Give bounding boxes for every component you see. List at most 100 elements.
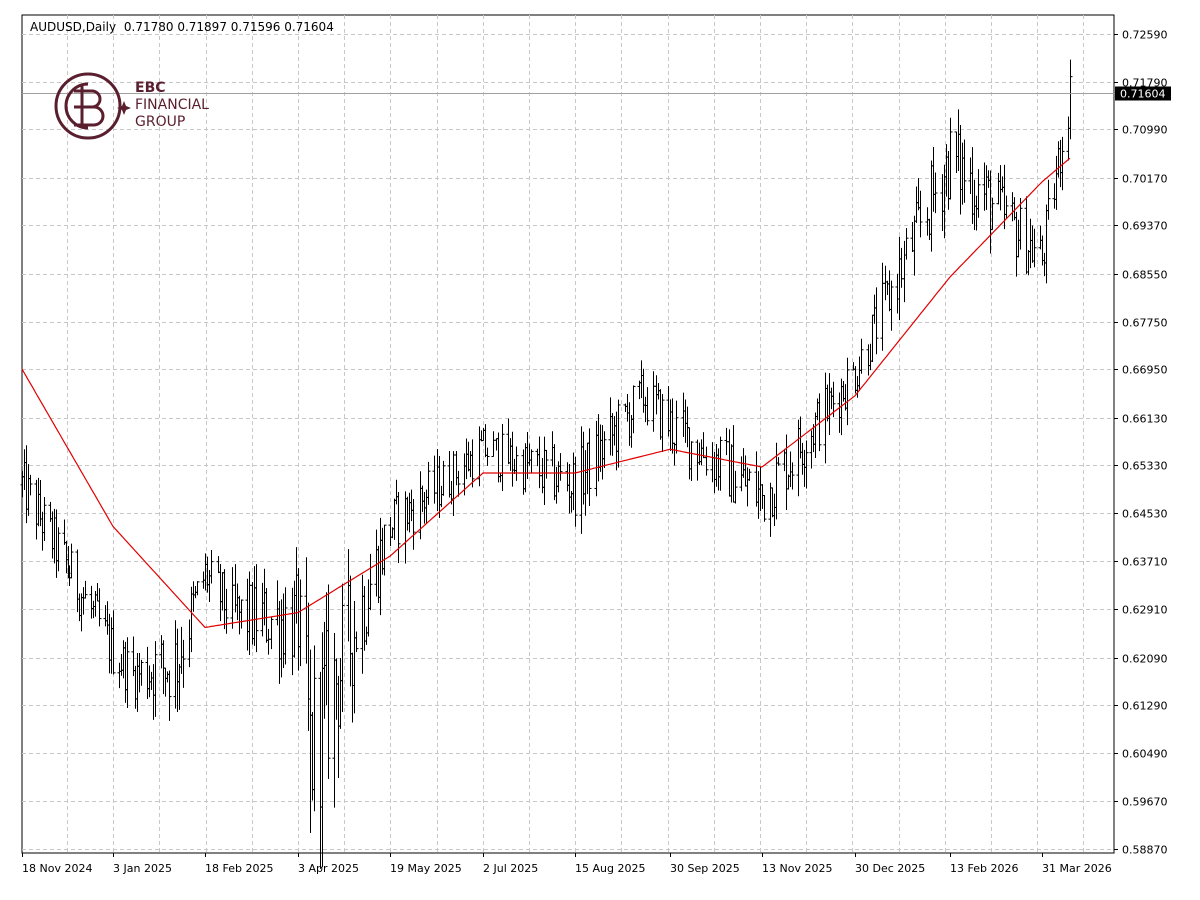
ohlc-bar xyxy=(587,428,592,507)
ohlc-bar xyxy=(28,474,33,496)
y-tick-label: 0.60490 xyxy=(1122,748,1168,761)
y-tick-label: 0.69370 xyxy=(1122,220,1168,233)
ohlc-bar xyxy=(674,400,679,454)
ohlc-bar xyxy=(224,588,229,634)
y-tick-label: 0.61290 xyxy=(1122,700,1168,713)
ohlc-bar xyxy=(645,387,650,426)
ohlc-values: 0.71780 0.71897 0.71596 0.71604 xyxy=(123,20,334,34)
ohlc-bar xyxy=(368,553,373,611)
x-tick-label: 2 Jul 2025 xyxy=(483,862,538,875)
y-tick-label: 0.58870 xyxy=(1122,844,1168,857)
y-tick-label: 0.63710 xyxy=(1122,556,1168,569)
ohlc-bar xyxy=(817,393,822,452)
x-tick-label: 15 Aug 2025 xyxy=(575,862,645,875)
ohlc-bar xyxy=(42,497,47,541)
ohlc-bar xyxy=(340,583,345,713)
ohlc-bar xyxy=(382,524,387,576)
ohlc-bar xyxy=(485,447,490,466)
ohlc-bar xyxy=(874,287,879,355)
ohlc-bar xyxy=(254,564,259,653)
ohlc-bar xyxy=(181,639,186,688)
ohlc-bar xyxy=(153,641,158,717)
ohlc-bar xyxy=(514,446,519,481)
y-tick-label: 0.72590 xyxy=(1122,29,1168,42)
ohlc-bar xyxy=(616,399,621,468)
ohlc-bar xyxy=(845,357,850,426)
ohlc-bar xyxy=(298,579,303,667)
x-tick-label: 13 Feb 2026 xyxy=(950,862,1018,875)
ebc-logo-mark-icon xyxy=(54,72,131,140)
x-tick-label: 3 Jan 2025 xyxy=(113,862,172,875)
x-tick-label: 18 Nov 2024 xyxy=(22,862,92,875)
plot-frame xyxy=(21,14,1115,854)
x-tick-label: 18 Feb 2025 xyxy=(205,862,273,875)
ohlc-bar xyxy=(396,491,401,564)
x-tick-label: 30 Dec 2025 xyxy=(855,862,925,875)
ohlc-bar xyxy=(602,431,607,469)
ohlc-bar xyxy=(904,228,909,260)
y-tick-label: 0.62090 xyxy=(1122,653,1168,666)
ohlc-bar xyxy=(239,599,244,629)
ohlc-bar xyxy=(776,457,781,466)
ohlc-bar xyxy=(660,393,665,453)
ohlc-bar xyxy=(529,449,534,474)
ohlc-bar xyxy=(733,470,738,504)
ohlc-bar xyxy=(426,461,431,505)
ohlc-bar xyxy=(831,381,836,418)
ohlc-bar xyxy=(354,631,359,653)
ohlc-bar xyxy=(1018,198,1023,250)
ohlc-bar xyxy=(859,338,864,374)
ohlc-bar xyxy=(500,424,505,492)
ohlc-bar xyxy=(558,453,563,481)
ohlc-bar xyxy=(704,446,709,476)
y-tick-label: 0.66130 xyxy=(1122,413,1168,426)
ohlc-bar xyxy=(762,494,767,522)
x-tick-label: 13 Nov 2025 xyxy=(762,862,832,875)
ohlc-bar xyxy=(1046,179,1051,220)
ohlc-bar xyxy=(195,581,200,596)
ohlc-bar xyxy=(411,499,416,550)
chart-title: AUDUSD,Daily 0.71780 0.71897 0.71596 0.7… xyxy=(30,20,334,34)
ohlc-bar xyxy=(747,468,752,481)
y-tick-label: 0.66950 xyxy=(1122,364,1168,377)
ohlc-bar xyxy=(283,587,288,665)
ohlc-bar xyxy=(441,460,446,496)
y-tick-label: 0.59670 xyxy=(1122,796,1168,809)
axis-layer: 0.72590 0.71790 0.70990 0.70170 0.69370 0.685… xyxy=(22,29,1171,875)
ohlc-bar xyxy=(718,436,723,491)
ohlc-bar xyxy=(790,462,795,490)
x-tick-label: 31 Mar 2026 xyxy=(1042,862,1112,875)
ohlc-bar xyxy=(689,441,694,481)
ohlc-bar xyxy=(990,197,995,231)
ohlc-bar xyxy=(933,172,938,214)
moving-average-line xyxy=(21,157,1071,629)
x-tick-label: 3 Apr 2025 xyxy=(298,862,359,875)
y-tick-label: 0.64530 xyxy=(1122,508,1168,521)
ohlc-bar xyxy=(312,645,317,812)
y-tick-label: 0.71790 xyxy=(1122,77,1168,90)
ohlc-bar xyxy=(111,610,116,675)
ohlc-bar xyxy=(804,440,809,489)
ohlc-bar xyxy=(1004,195,1009,219)
candle-layer xyxy=(20,59,1073,869)
ohlc-bar xyxy=(544,449,549,479)
y-tick-label: 0.65330 xyxy=(1122,460,1168,473)
ohlc-bar xyxy=(1060,136,1065,191)
x-tick-label: 30 Sep 2025 xyxy=(670,862,740,875)
ohlc-bar xyxy=(948,117,953,200)
current-price-marker xyxy=(1115,86,1171,101)
x-tick-label: 19 May 2025 xyxy=(390,862,462,875)
current-price-label: 0.71604 xyxy=(1120,88,1166,101)
y-tick-label: 0.70170 xyxy=(1122,173,1168,186)
y-tick-label: 0.68550 xyxy=(1122,269,1168,282)
ohlc-bar xyxy=(125,637,130,709)
ohlc-bar xyxy=(918,190,923,238)
ohlc-bar xyxy=(56,527,61,572)
logo-line2: FINANCIAL xyxy=(135,97,209,113)
ohlc-bar xyxy=(573,456,578,527)
ohlc-bar xyxy=(456,470,461,497)
ohlc-bar xyxy=(631,385,636,434)
symbol-label: AUDUSD,Daily xyxy=(30,20,117,34)
ebc-logo: EBC FINANCIAL GROUP xyxy=(54,71,254,143)
